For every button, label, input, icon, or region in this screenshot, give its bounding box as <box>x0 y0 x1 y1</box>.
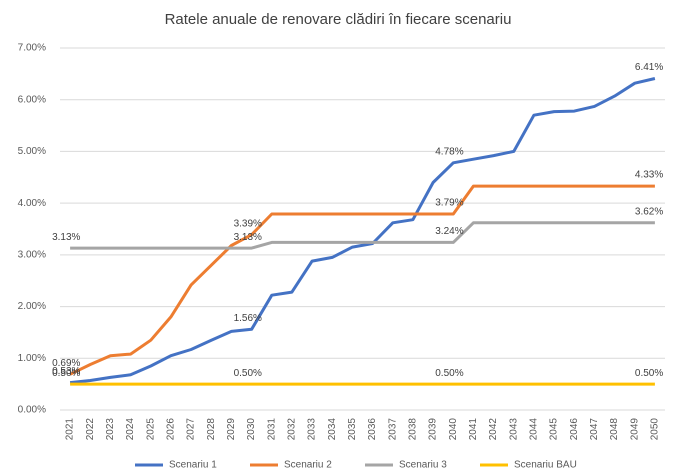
x-tick-label: 2049 <box>629 418 640 441</box>
data-label: 0.50% <box>635 368 663 379</box>
x-tick-label: 2037 <box>387 418 398 441</box>
series-line <box>70 221 655 250</box>
data-label: 4.78% <box>435 146 463 157</box>
x-tick-label: 2045 <box>549 418 560 441</box>
chart-title: Ratele anuale de renovare clădiri în fie… <box>165 11 512 28</box>
legend-label: Scenariu BAU <box>514 460 577 471</box>
legend-label: Scenariu 3 <box>399 460 447 471</box>
data-label: 0.53% <box>52 366 80 377</box>
x-tick-label: 2038 <box>408 418 419 441</box>
x-tick-label: 2023 <box>105 418 116 441</box>
x-tick-label: 2044 <box>529 418 540 441</box>
x-tick-label: 2040 <box>448 418 459 441</box>
y-tick-label: 3.00% <box>18 249 46 260</box>
data-label: 0.50% <box>435 368 463 379</box>
legend-label: Scenariu 2 <box>284 460 332 471</box>
x-tick-label: 2028 <box>206 418 217 441</box>
x-tick-label: 2025 <box>145 418 156 441</box>
data-label: 3.24% <box>435 226 463 237</box>
y-tick-label: 6.00% <box>18 94 46 105</box>
x-tick-label: 2043 <box>508 418 519 441</box>
x-tick-label: 2029 <box>226 418 237 441</box>
x-tick-label: 2048 <box>609 418 620 441</box>
y-tick-label: 2.00% <box>18 301 46 312</box>
y-tick-label: 0.00% <box>18 405 46 416</box>
data-label: 3.13% <box>52 232 80 243</box>
x-tick-label: 2021 <box>65 418 76 441</box>
data-label: 3.79% <box>435 198 463 209</box>
data-label: 0.50% <box>234 368 262 379</box>
data-label: 4.33% <box>635 170 663 181</box>
x-tick-label: 2026 <box>166 418 177 441</box>
legend-label: Scenariu 1 <box>169 460 217 471</box>
data-label: 6.41% <box>635 62 663 73</box>
y-tick-label: 1.00% <box>18 353 46 364</box>
x-tick-label: 2032 <box>287 418 298 441</box>
x-tick-label: 2027 <box>186 418 197 441</box>
data-label: 3.39% <box>234 218 262 229</box>
x-tick-label: 2033 <box>307 418 318 441</box>
x-tick-label: 2034 <box>327 418 338 441</box>
data-label: 3.13% <box>234 232 262 243</box>
y-tick-label: 5.00% <box>18 146 46 157</box>
data-label: 0.69% <box>52 358 80 369</box>
y-tick-label: 4.00% <box>18 198 46 209</box>
x-tick-label: 2030 <box>246 418 257 441</box>
x-tick-label: 2035 <box>347 418 358 441</box>
x-tick-label: 2039 <box>428 418 439 441</box>
data-label: 3.62% <box>635 206 663 217</box>
x-tick-label: 2050 <box>650 418 661 441</box>
x-tick-label: 2024 <box>125 418 136 441</box>
x-tick-label: 2046 <box>569 418 580 441</box>
series-line <box>69 184 655 376</box>
x-tick-label: 2022 <box>85 418 96 441</box>
x-tick-label: 2041 <box>468 418 479 441</box>
x-tick-label: 2031 <box>266 418 277 441</box>
y-tick-label: 7.00% <box>18 43 46 54</box>
x-tick-label: 2047 <box>589 418 600 441</box>
series-line <box>69 77 656 385</box>
data-label: 0.50% <box>52 368 80 379</box>
data-label: 1.56% <box>234 313 262 324</box>
x-tick-label: 2042 <box>488 418 499 441</box>
x-tick-label: 2036 <box>367 418 378 441</box>
